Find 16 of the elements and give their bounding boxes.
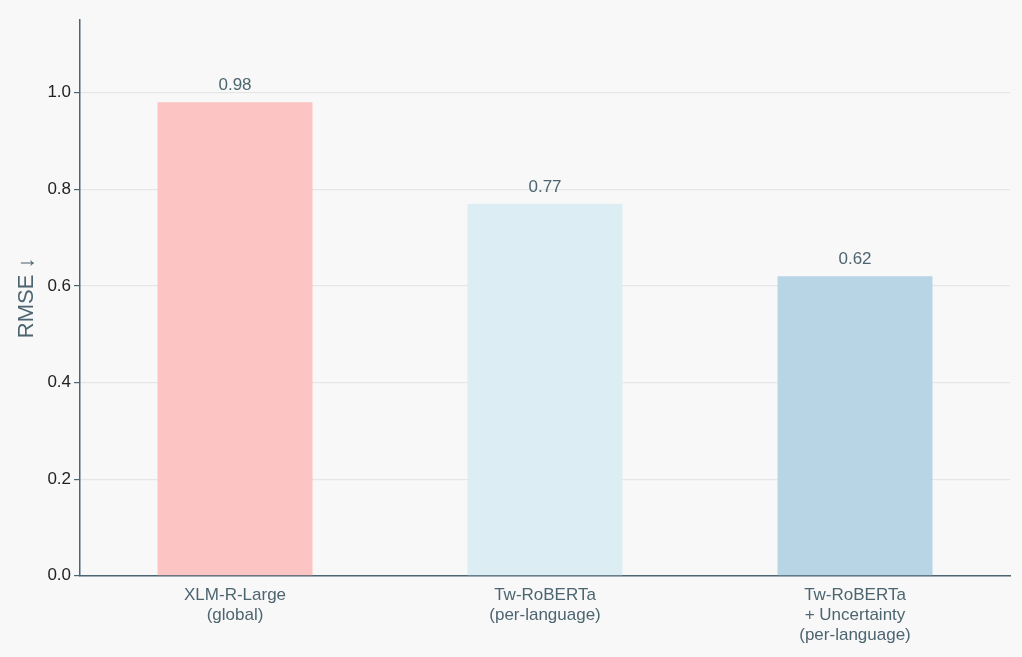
bar [157, 102, 313, 576]
x-tick-label: Tw-RoBERTa (per-language) [489, 584, 601, 625]
data-label: 0.62 [838, 249, 872, 269]
y-tick-label: 0.6 [47, 275, 72, 295]
y-tick-label: 0.0 [47, 565, 72, 585]
y-tick-label: 1.0 [47, 82, 72, 102]
x-tick-label: Tw-RoBERTa + Uncertainty (per-language) [799, 584, 911, 645]
data-label: 0.98 [218, 75, 252, 95]
y-axis-title: RMSE ↓ [13, 257, 39, 339]
x-tick-label: XLM-R-Large (global) [184, 584, 287, 625]
data-label: 0.77 [528, 176, 562, 196]
y-tick-label: 0.8 [47, 178, 72, 198]
y-tick-label: 0.2 [47, 468, 72, 488]
bar [777, 276, 933, 576]
y-tick-label: 0.4 [47, 372, 72, 392]
bar [467, 203, 623, 576]
